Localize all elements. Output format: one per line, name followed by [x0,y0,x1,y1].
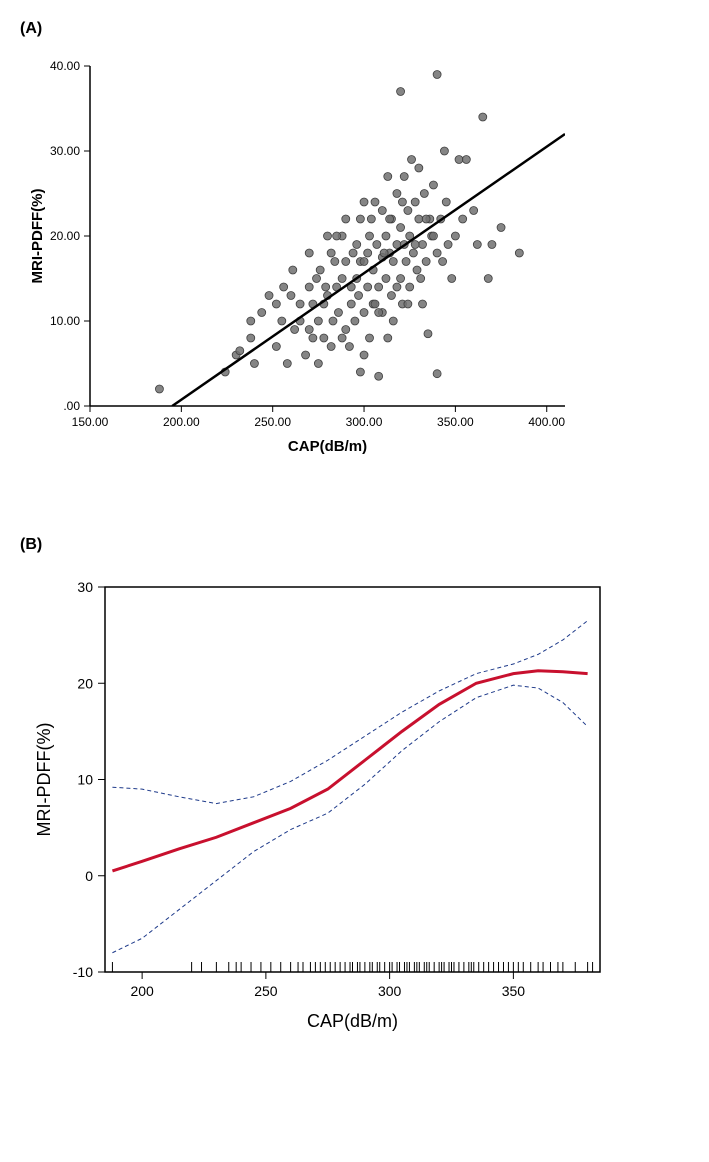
scatter-chart-a: 150.00 200.00 250.00 300.00 350.00 400.00 .00 1… [20,46,580,496]
svg-text:250.00: 250.00 [254,415,291,429]
svg-text:30.00: 30.00 [50,144,80,158]
panel-a-chart: 150.00 200.00 250.00 300.00 350.00 400.00 .00 1… [20,46,689,496]
svg-text:40.00: 40.00 [50,59,80,73]
svg-text:MRI-PDFF(%): MRI-PDFF(%) [34,723,54,837]
svg-text:-10: -10 [73,964,93,980]
svg-text:10.00: 10.00 [50,314,80,328]
panel-a-label: (A) [20,20,689,38]
svg-text:300.00: 300.00 [346,415,383,429]
svg-text:150.00: 150.00 [72,415,109,429]
svg-text:20.00: 20.00 [50,229,80,243]
svg-text:30: 30 [77,579,93,595]
svg-text:20: 20 [77,675,93,691]
svg-text:250: 250 [254,983,278,999]
svg-text:200.00: 200.00 [163,415,200,429]
line-chart-b: 200 250 300 350 -10 0 10 20 30 CAP(dB/m) MRI-PDFF(… [20,562,620,1102]
svg-text:200: 200 [130,983,154,999]
svg-text:350: 350 [502,983,526,999]
svg-text:10: 10 [77,772,93,788]
svg-text:CAP(dB/m): CAP(dB/m) [288,438,367,455]
svg-text:0: 0 [85,868,93,884]
svg-text:350.00: 350.00 [437,415,474,429]
svg-text:.00: .00 [63,399,80,413]
svg-text:CAP(dB/m): CAP(dB/m) [307,1011,398,1031]
panel-b-label: (B) [20,536,689,554]
panel-b-chart: 200 250 300 350 -10 0 10 20 30 CAP(dB/m) MRI-PDFF(… [20,562,689,1102]
svg-text:MRI-PDFF(%): MRI-PDFF(%) [29,189,46,284]
svg-text:300: 300 [378,983,402,999]
svg-text:400.00: 400.00 [528,415,565,429]
